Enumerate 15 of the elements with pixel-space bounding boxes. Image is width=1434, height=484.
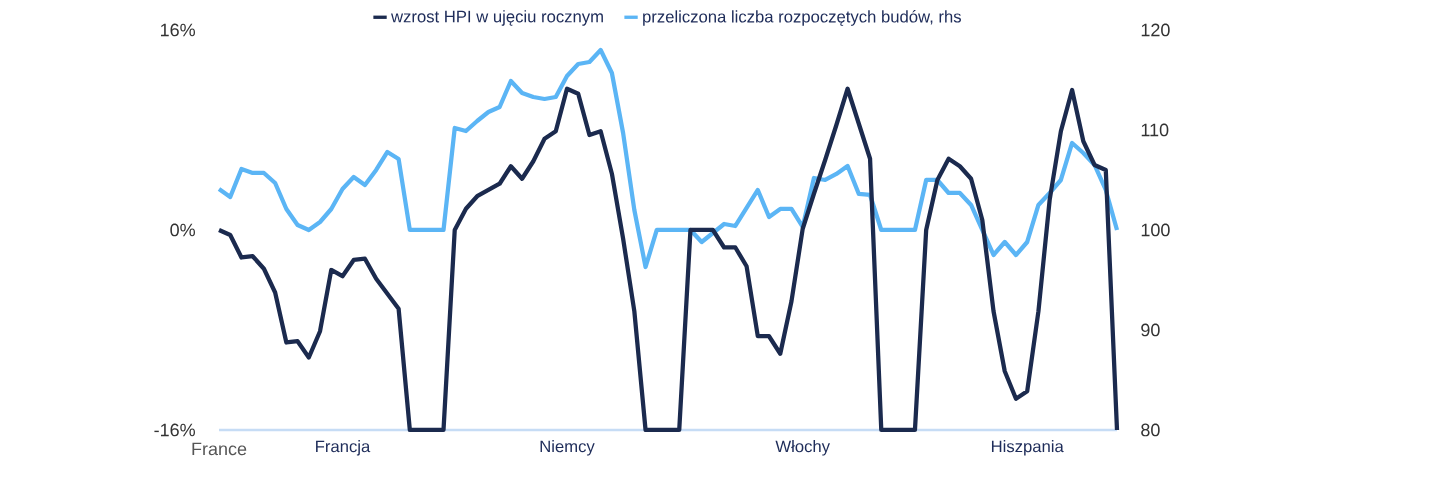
y-tick-label: -16% (154, 423, 195, 437)
legend-label: wzrost HPI w ujęciu rocznym (391, 10, 603, 26)
x-tick-label: Włochy (775, 440, 830, 456)
x-tick-label: Hiszpania (991, 440, 1064, 456)
y2-tick-label: 90 (1141, 323, 1160, 337)
y-tick-label: 0% (170, 223, 195, 237)
x-tick-label: Francja (316, 440, 371, 456)
y2-tick-label: 80 (1141, 423, 1160, 437)
text: France (192, 442, 247, 456)
x-tick-label: Niemcy (540, 440, 595, 456)
y-tick-label: 16% (160, 23, 195, 37)
y2-tick-label: 100 (1141, 223, 1170, 237)
y2-tick-label: 110 (1141, 123, 1169, 137)
y2-tick-label: 120 (1141, 23, 1170, 37)
legend-label: przeliczona liczba rozpoczętych budów, rhs (643, 10, 961, 26)
